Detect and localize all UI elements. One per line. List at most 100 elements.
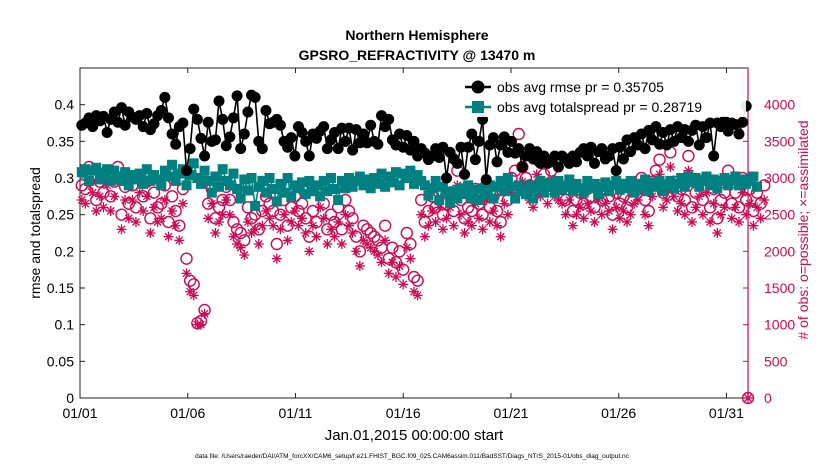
rmse-point [552, 161, 564, 173]
totalspread-point [163, 171, 174, 182]
obs-assimilated-stroke [532, 170, 541, 179]
obs-possible-marker [703, 201, 717, 214]
rmse-point [202, 116, 214, 128]
y-right-tick-label: 3000 [764, 170, 795, 186]
totalspread-point [145, 175, 156, 186]
y-left-tick-label: 0.05 [47, 353, 74, 369]
obs-possible-marker [378, 219, 392, 232]
obs-possible-marker [620, 201, 634, 214]
obs-assimilated-stroke [753, 203, 761, 212]
obs-assimilated-stroke [150, 203, 158, 212]
obs-assimilated-stroke [706, 218, 715, 226]
obs-assimilated-stroke [377, 258, 386, 267]
totalspread-point [159, 165, 170, 176]
legend-spread-marker [472, 101, 484, 113]
totalspread-point [705, 180, 716, 191]
obs-assimilated-marker [412, 290, 423, 301]
obs-assimilated-stroke [77, 196, 86, 204]
obs-assimilated-stroke [366, 243, 375, 252]
obs-possible-marker [144, 212, 157, 225]
obs-assimilated-marker [253, 239, 264, 249]
obs-assimilated-marker [372, 250, 383, 260]
totalspread-point [228, 168, 239, 179]
rmse-point [491, 156, 503, 168]
totalspread-point [524, 180, 535, 191]
rmse-point [570, 156, 582, 168]
obs-assimilated-stroke [236, 243, 245, 252]
obs-assimilated-stroke [276, 225, 285, 234]
rmse-point [159, 91, 171, 103]
obs-assimilated-stroke [251, 225, 260, 234]
obs-assimilated-marker [712, 228, 723, 238]
totalspread-point [676, 173, 687, 183]
totalspread-point [372, 178, 383, 189]
totalspread-point [679, 181, 690, 192]
obs-assimilated-marker [618, 206, 629, 216]
obs-assimilated-stroke [438, 225, 447, 234]
obs-assimilated-marker [87, 187, 98, 198]
obs-assimilated-stroke [240, 251, 249, 259]
obs-assimilated-stroke [348, 229, 357, 237]
obs-possible-marker [90, 193, 103, 207]
obs-assimilated-stroke [207, 199, 216, 208]
obs-assimilated-marker [661, 195, 672, 205]
obs-assimilated-stroke [171, 221, 180, 230]
obs-possible-marker [115, 208, 128, 221]
obs-possible-marker [711, 212, 724, 225]
obs-assimilated-stroke [608, 225, 617, 234]
obs-assimilated-marker [340, 209, 351, 220]
totalspread-point [560, 180, 571, 191]
obs-possible-marker [613, 197, 627, 210]
rmse-point [433, 151, 445, 163]
totalspread-point [452, 193, 463, 204]
totalspread-point [437, 181, 448, 192]
obs-assimilated-stroke [229, 232, 238, 241]
legend-spread-label: obs avg totalspread pr = 0.28719 [497, 99, 702, 115]
rmse-point [231, 90, 243, 102]
obs-assimilated-stroke [132, 218, 140, 226]
obs-assimilated-stroke [648, 192, 657, 201]
totalspread-point [369, 173, 380, 183]
obs-assimilated-marker [585, 206, 596, 216]
totalspread-point [206, 187, 217, 198]
obs-possible-marker [436, 208, 450, 221]
obs-assimilated-marker [715, 209, 726, 220]
obs-possible-marker [360, 223, 374, 236]
rmse-point [357, 128, 369, 140]
obs-assimilated-marker [676, 198, 687, 209]
obs-assimilated-marker [672, 206, 683, 216]
rmse-point [614, 141, 626, 153]
obs-assimilated-stroke [243, 218, 252, 226]
totalspread-point [195, 178, 206, 189]
obs-assimilated-marker [694, 191, 705, 202]
totalspread-point [535, 175, 546, 186]
rmse-point [303, 150, 315, 162]
obs-assimilated-marker [643, 220, 654, 231]
totalspread-point [553, 175, 564, 186]
obs-assimilated-marker [679, 209, 690, 220]
obs-assimilated-stroke [95, 192, 104, 201]
y-left-tick-label: 0.15 [47, 280, 74, 296]
rmse-point [365, 119, 377, 131]
obs-assimilated-marker [589, 217, 600, 227]
totalspread-point [528, 193, 539, 204]
obs-assimilated-marker [726, 213, 737, 224]
obs-possible-marker [155, 197, 168, 210]
totalspread-point [441, 187, 452, 198]
totalspread-point [445, 197, 456, 208]
obs-assimilated-marker [622, 217, 633, 227]
obs-assimilated-stroke [305, 247, 314, 256]
totalspread-point [80, 164, 91, 175]
obs-assimilated-marker [477, 224, 488, 235]
totalspread-point [409, 178, 419, 189]
obs-assimilated-marker [210, 228, 221, 238]
obs-assimilated-stroke [391, 273, 400, 281]
obs-possible-marker [494, 215, 507, 229]
obs-possible-marker [306, 204, 320, 218]
totalspread-point [690, 173, 701, 183]
obs-assimilated-stroke [420, 232, 429, 241]
obs-assimilated-marker [206, 198, 217, 209]
obs-possible-marker [324, 208, 338, 221]
totalspread-point [611, 175, 622, 186]
totalspread-point [622, 183, 633, 194]
